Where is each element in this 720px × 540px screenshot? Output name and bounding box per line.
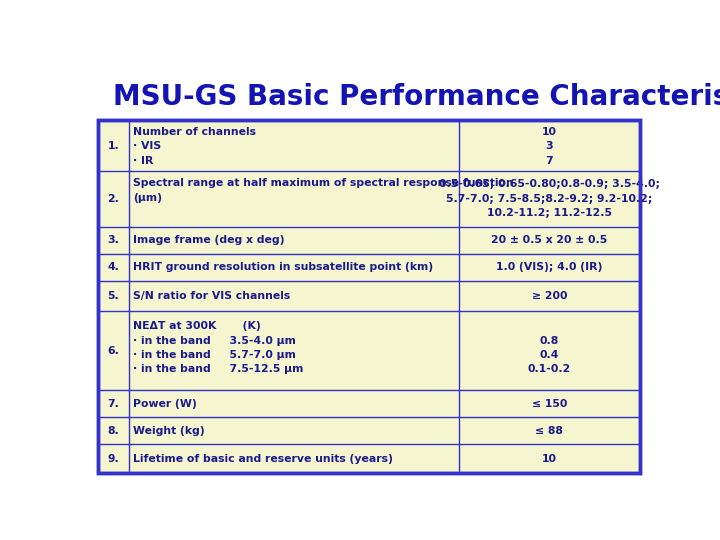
Text: ≤ 88: ≤ 88	[536, 426, 563, 436]
Text: Spectral range at half maximum of spectral response function
(μm): Spectral range at half maximum of spectr…	[133, 178, 514, 202]
Text: HRIT ground resolution in subsatellite point (km): HRIT ground resolution in subsatellite p…	[133, 262, 433, 272]
Text: 4.: 4.	[107, 262, 119, 272]
Text: Weight (kg): Weight (kg)	[133, 426, 205, 436]
Text: 10: 10	[542, 454, 557, 464]
Bar	[98, 120, 640, 473]
Text: 1.: 1.	[107, 140, 119, 151]
Text: 10
3
7: 10 3 7	[542, 127, 557, 166]
Text: ≥ 200: ≥ 200	[531, 291, 567, 301]
Text: 0.5-0.65; 0.65-0.80;0.8-0.9; 3.5-4.0;
5.7-7.0; 7.5-8.5;8.2-9.2; 9.2-10.2;
10.2-1: 0.5-0.65; 0.65-0.80;0.8-0.9; 3.5-4.0; 5.…	[439, 179, 660, 218]
Text: Image frame (deg x deg): Image frame (deg x deg)	[133, 235, 285, 245]
Text: Lifetime of basic and reserve units (years): Lifetime of basic and reserve units (yea…	[133, 454, 393, 464]
Text: Power (W): Power (W)	[133, 399, 197, 409]
Text: 8.: 8.	[107, 426, 119, 436]
Text: 3.: 3.	[107, 235, 119, 245]
Text: S/N ratio for VIS channels: S/N ratio for VIS channels	[133, 291, 291, 301]
Text: 6.: 6.	[107, 346, 119, 355]
Text: MSU-GS Basic Performance Characteristics: MSU-GS Basic Performance Characteristics	[113, 83, 720, 111]
Text: 9.: 9.	[107, 454, 119, 464]
Text: 1.0 (VIS); 4.0 (IR): 1.0 (VIS); 4.0 (IR)	[496, 262, 603, 272]
Text: 5.: 5.	[107, 291, 119, 301]
Bar	[98, 120, 640, 473]
Text: 7.: 7.	[107, 399, 119, 409]
Text: 2.: 2.	[107, 194, 119, 204]
Text: 0.8
0.4
0.1-0.2: 0.8 0.4 0.1-0.2	[528, 321, 571, 374]
Text: Number of channels
· VIS
· IR: Number of channels · VIS · IR	[133, 127, 256, 166]
Text: NEΔT at 300K       (K)
· in the band     3.5-4.0 μm
· in the band     5.7-7.0 μm: NEΔT at 300K (K) · in the band 3.5-4.0 μ…	[133, 321, 304, 374]
Text: 20 ± 0.5 x 20 ± 0.5: 20 ± 0.5 x 20 ± 0.5	[491, 235, 608, 245]
Text: ≤ 150: ≤ 150	[531, 399, 567, 409]
